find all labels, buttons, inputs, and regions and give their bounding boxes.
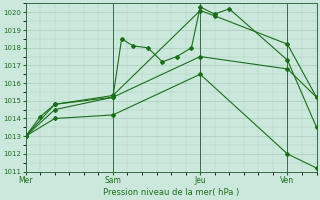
X-axis label: Pression niveau de la mer( hPa ): Pression niveau de la mer( hPa ): [103, 188, 239, 197]
